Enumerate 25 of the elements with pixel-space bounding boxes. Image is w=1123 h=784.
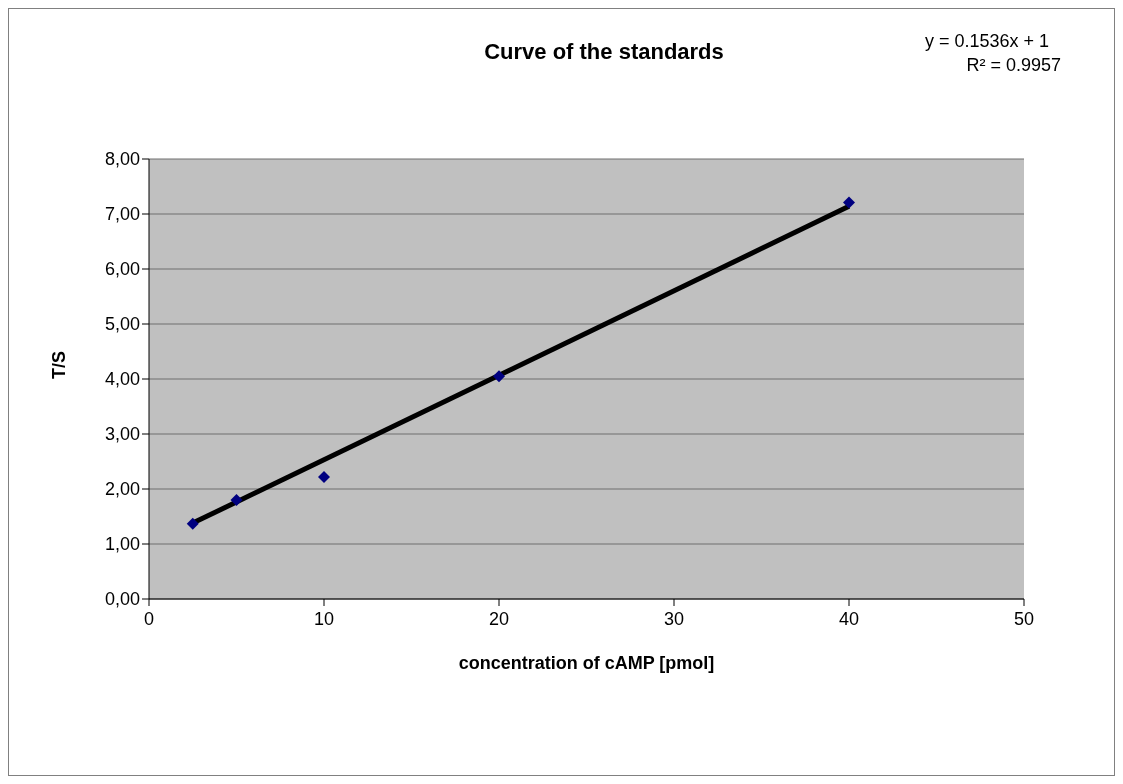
text: y = 0.1536x + 1 [923,30,1050,53]
y-tick-label: 3,00 [104,424,140,445]
x-axis-title: concentration of cAMP [pmol] [458,653,715,673]
point [493,370,505,383]
text: R² = 0.9957 [965,54,1062,77]
y-tick-label: 4,00 [104,369,140,390]
x-tick-label: 10 [313,608,335,629]
x-tick-label: 50 [1013,608,1035,629]
point [318,470,330,483]
chart-title: Curve of the standards [483,39,725,65]
y-tick-label: 6,00 [104,259,140,280]
point [186,517,199,530]
y-axis-title: T/S [49,350,70,379]
x-tick-label: 30 [663,608,685,629]
y-tick-label: 2,00 [104,479,140,500]
point [230,494,243,506]
y-tick-label: 5,00 [104,314,140,335]
x-tick-label: 40 [838,608,860,629]
y-tick-label: 1,00 [104,534,140,555]
y-tick-label: 7,00 [104,204,140,225]
y-tick-label: 8,00 [104,149,140,170]
point [843,196,855,209]
y-tick-label: 0,00 [104,589,140,610]
x-tick-label: 20 [488,608,510,629]
x-tick-label: 0 [143,608,155,629]
